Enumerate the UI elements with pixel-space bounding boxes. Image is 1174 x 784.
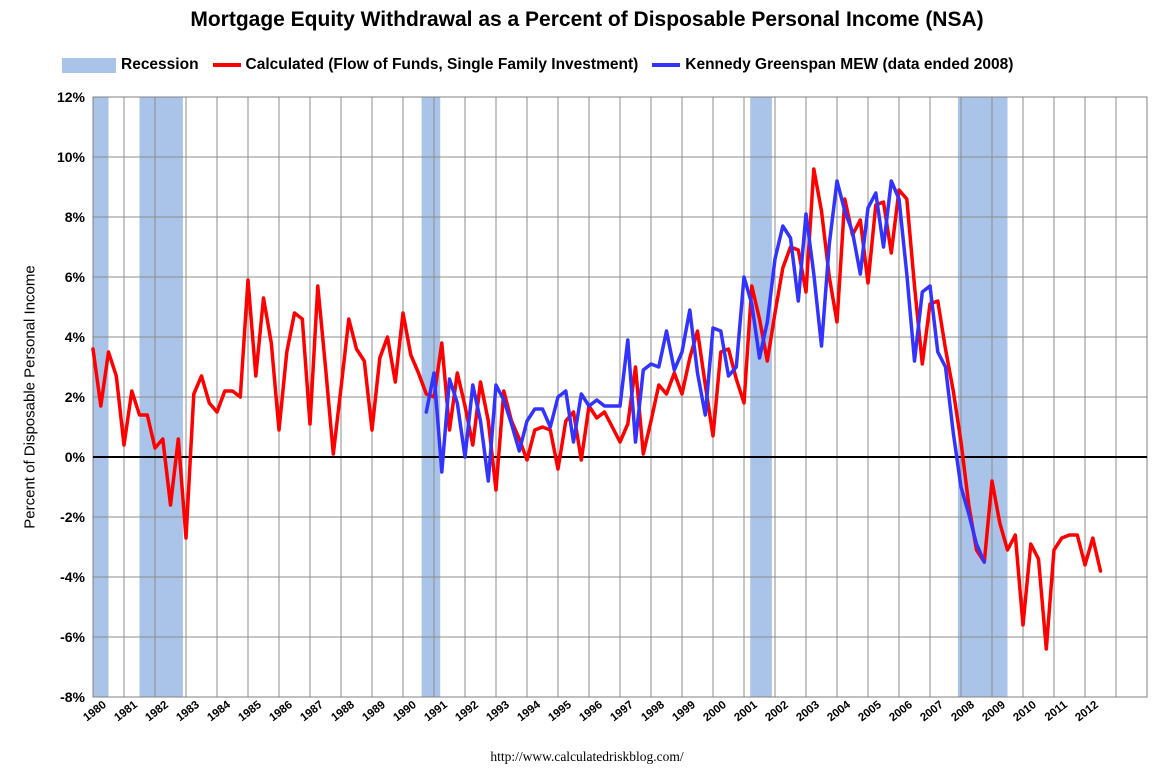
legend: Recession Calculated (Flow of Funds, Sin… [62, 53, 1027, 77]
x-tick-label: 1990 [391, 699, 419, 724]
x-tick-label: 1991 [422, 699, 450, 725]
x-tick-label: 2006 [887, 699, 915, 724]
legend-item-recession: Recession [62, 56, 199, 74]
x-tick-label: 1997 [608, 699, 636, 724]
x-tick-label: 1992 [453, 699, 481, 724]
x-tick-label: 2003 [794, 699, 822, 724]
y-tick-label: -8% [60, 689, 85, 705]
y-axis-label: Percent of Disposable Personal Income [21, 265, 39, 529]
x-tick-label: 2001 [732, 699, 760, 725]
y-tick-label: 10% [57, 149, 86, 165]
legend-label-calculated: Calculated (Flow of Funds, Single Family… [245, 56, 639, 73]
x-tick-label: 2008 [949, 699, 977, 725]
calculated-swatch [212, 63, 241, 67]
y-tick-label: 6% [65, 269, 86, 285]
kennedy-swatch [652, 63, 681, 67]
x-tick-label: 1987 [298, 699, 326, 724]
x-tick-label: 1985 [236, 699, 264, 725]
chart-title: Mortgage Equity Withdrawal as a Percent … [190, 8, 984, 31]
y-tick-label: -4% [60, 569, 85, 585]
x-tick-label: 1993 [484, 699, 512, 724]
x-tick-label: 1986 [267, 699, 295, 724]
x-tick-label: 2004 [825, 699, 853, 725]
x-tick-label: 2007 [918, 699, 946, 724]
y-tick-label: 0% [65, 449, 86, 465]
legend-label-kennedy: Kennedy Greenspan MEW (data ended 2008) [685, 56, 1014, 73]
x-tick-label: 1988 [329, 699, 357, 725]
recession-swatch [62, 57, 116, 73]
x-tick-label: 1994 [515, 699, 543, 725]
y-tick-label: 8% [65, 209, 86, 225]
x-tick-label: 2005 [856, 699, 884, 725]
x-tick-label: 1982 [143, 699, 171, 724]
source-url: http://www.calculatedriskblog.com/ [490, 749, 684, 764]
plot-border [92, 96, 1148, 698]
y-tick-label: 2% [65, 389, 86, 405]
x-tick-label: 1998 [639, 699, 667, 725]
x-tick-label: 1996 [577, 699, 605, 724]
x-tick-label: 2011 [1043, 699, 1071, 724]
x-tick-label: 1981 [112, 699, 140, 725]
y-tick-label: -6% [60, 629, 85, 645]
legend-item-calculated: Calculated (Flow of Funds, Single Family… [212, 56, 639, 74]
x-tick-label: 2010 [1011, 699, 1039, 724]
y-tick-label: -2% [60, 509, 85, 525]
legend-label-recession: Recession [121, 56, 199, 73]
x-tick-label: 1980 [81, 699, 109, 724]
x-tick-label: 1995 [546, 699, 574, 725]
x-tick-label: 1989 [360, 699, 388, 724]
x-tick-label: 2009 [980, 699, 1008, 724]
x-tick-label: 1999 [670, 699, 698, 724]
y-tick-label: 12% [57, 89, 86, 105]
x-tick-label: 2012 [1073, 699, 1101, 724]
y-tick-label: 4% [65, 329, 86, 345]
x-tick-label: 1983 [174, 699, 202, 724]
x-tick-label: 1984 [205, 699, 233, 725]
x-tick-label: 2002 [763, 699, 791, 724]
series-line-kennedy [424, 179, 987, 564]
legend-item-kennedy: Kennedy Greenspan MEW (data ended 2008) [652, 56, 1013, 74]
x-tick-label: 2000 [701, 699, 729, 724]
